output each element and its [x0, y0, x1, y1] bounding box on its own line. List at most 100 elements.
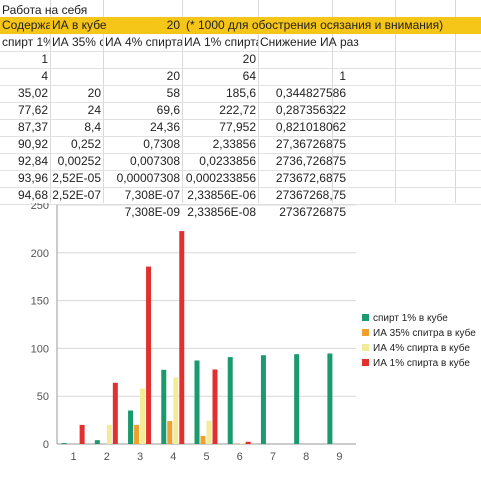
bar[interactable]: [294, 354, 300, 444]
table-cell[interactable]: 0,252: [70, 137, 101, 151]
table-cell[interactable]: 0,000233856: [185, 171, 256, 185]
x-tick-label: 4: [170, 451, 176, 463]
bar[interactable]: [161, 369, 167, 444]
table-cell[interactable]: 20: [166, 69, 180, 83]
bar[interactable]: [112, 382, 118, 444]
bar[interactable]: [167, 421, 173, 444]
table-cell[interactable]: 20: [87, 86, 101, 100]
table-cell[interactable]: 20: [242, 52, 256, 66]
table-row: 1 20: [0, 51, 481, 68]
table-row: 93,96 2,52E-05 0,00007308 0,000233856 273672…: [0, 170, 481, 187]
x-tick-label: 1: [71, 451, 77, 463]
table-cell[interactable]: 2,52E-05: [52, 171, 101, 185]
table-cell[interactable]: 94,68: [17, 188, 48, 202]
bar[interactable]: [206, 420, 212, 444]
header-cell-content[interactable]: Содержан: [2, 18, 50, 32]
table-cell[interactable]: 7,308E-07: [124, 188, 180, 202]
column-header[interactable]: Снижение ИА раз: [260, 35, 359, 49]
x-tick-label: 3: [137, 451, 143, 463]
table-cell[interactable]: 1: [41, 52, 48, 66]
table-cell[interactable]: 2,52E-07: [52, 188, 101, 202]
bar[interactable]: [212, 369, 218, 444]
x-tick-label: 8: [303, 451, 309, 463]
table-cell[interactable]: 0,0233856: [199, 154, 256, 168]
x-tick-label: 5: [203, 451, 209, 463]
y-tick-label: 200: [31, 248, 49, 260]
table-cell[interactable]: 2,33856: [212, 137, 256, 151]
table-cell[interactable]: [50, 51, 103, 68]
bar[interactable]: [227, 357, 233, 444]
table-cell[interactable]: 87,37: [17, 120, 48, 134]
table-cell[interactable]: 7,308E-09: [124, 205, 180, 219]
table-cell[interactable]: 2736726875: [279, 205, 346, 219]
legend-label: ИА 35% спитра в кубе: [373, 327, 476, 339]
table-cell[interactable]: 8,4: [84, 120, 101, 134]
table-cell[interactable]: 92,84: [17, 154, 48, 168]
table-cell[interactable]: 1: [339, 69, 346, 83]
table-cell[interactable]: 77,62: [17, 103, 48, 117]
column-header[interactable]: спирт 1%: [2, 35, 50, 49]
table-cell[interactable]: 58: [166, 86, 180, 100]
header-row: Содержан ИА в кубе 20 (* 1000 для обостр…: [0, 17, 481, 34]
table-cell[interactable]: 0,821018062: [275, 120, 346, 134]
table-cell[interactable]: 2,33856E-08: [187, 205, 256, 219]
table-cell[interactable]: 185,6: [225, 86, 256, 100]
table-cell[interactable]: [50, 68, 103, 85]
legend-label: ИА 1% спирта в кубе: [373, 357, 470, 369]
table-cell[interactable]: 27,36726875: [275, 137, 346, 151]
bar[interactable]: [239, 443, 245, 444]
table-row: 92,84 0,00252 0,007308 0,0233856 2736,726875: [0, 153, 481, 170]
table-cell[interactable]: [103, 51, 182, 68]
table-cell[interactable]: 0,007308: [129, 154, 180, 168]
table-cell[interactable]: 273672,6875: [275, 171, 346, 185]
header-cell-ia-cube[interactable]: ИА в кубе: [52, 18, 107, 32]
bar[interactable]: [173, 377, 179, 444]
bar[interactable]: [134, 424, 140, 444]
column-header[interactable]: ИА 1% спирта в: [184, 35, 258, 49]
table-cell[interactable]: 0,344827586: [275, 86, 346, 100]
table-row: 94,68 2,52E-07 7,308E-07 2,33856E-06 2736726…: [0, 187, 481, 204]
y-tick-label: 100: [31, 343, 49, 355]
bar[interactable]: [245, 441, 251, 444]
bar[interactable]: [61, 443, 67, 444]
bar[interactable]: [79, 424, 85, 444]
column-header[interactable]: ИА 4% спирта в: [105, 35, 182, 49]
table-cell[interactable]: 90,92: [17, 137, 48, 151]
table-cell[interactable]: 222,72: [219, 103, 256, 117]
table-cell[interactable]: 0,287356322: [275, 103, 346, 117]
bar[interactable]: [146, 266, 152, 444]
legend-swatch: [362, 344, 369, 351]
table-cell[interactable]: 0,00007308: [116, 171, 180, 185]
table-cell[interactable]: 0,00252: [57, 154, 101, 168]
bar[interactable]: [200, 435, 206, 444]
bar[interactable]: [128, 410, 134, 444]
bar-chart: 0 50 100 150 200 250 1 2 3 4 5 6 7 8 9 спирт 1% в кубе И…: [0, 203, 481, 480]
header-cell-note[interactable]: (* 1000 для обострения осязания и вниман…: [186, 18, 444, 32]
table-cell[interactable]: 2,33856E-06: [187, 188, 256, 202]
column-header[interactable]: ИА 35% спи: [52, 35, 103, 49]
table-cell[interactable]: 2736,726875: [275, 154, 346, 168]
bar[interactable]: [94, 440, 100, 444]
table-cell[interactable]: 4: [41, 69, 48, 83]
table-cell[interactable]: 27367268,75: [275, 188, 346, 202]
sheet-title[interactable]: Работа на себя: [2, 3, 88, 17]
table-cell[interactable]: 35,02: [17, 86, 48, 100]
table-cell[interactable]: 24,36: [149, 120, 180, 134]
table-cell[interactable]: 64: [242, 69, 256, 83]
bar[interactable]: [106, 424, 112, 444]
table-cell[interactable]: 93,96: [17, 171, 48, 185]
bar[interactable]: [194, 360, 200, 444]
table-cell[interactable]: [258, 51, 348, 68]
legend-label: ИА 4% спирта в кубе: [373, 342, 470, 354]
table-cell[interactable]: 77,952: [219, 120, 256, 134]
table-row: 77,62 24 69,6 222,72 0,287356322: [0, 102, 481, 119]
table-cell[interactable]: 24: [87, 103, 101, 117]
bar[interactable]: [327, 353, 333, 444]
bar[interactable]: [179, 231, 185, 444]
table-cell[interactable]: 69,6: [156, 103, 180, 117]
table-cell[interactable]: 0,7308: [143, 137, 180, 151]
bar[interactable]: [140, 388, 146, 444]
bar[interactable]: [260, 355, 266, 444]
y-tick-label: 250: [31, 203, 49, 212]
header-cell-value[interactable]: 20: [166, 18, 180, 32]
